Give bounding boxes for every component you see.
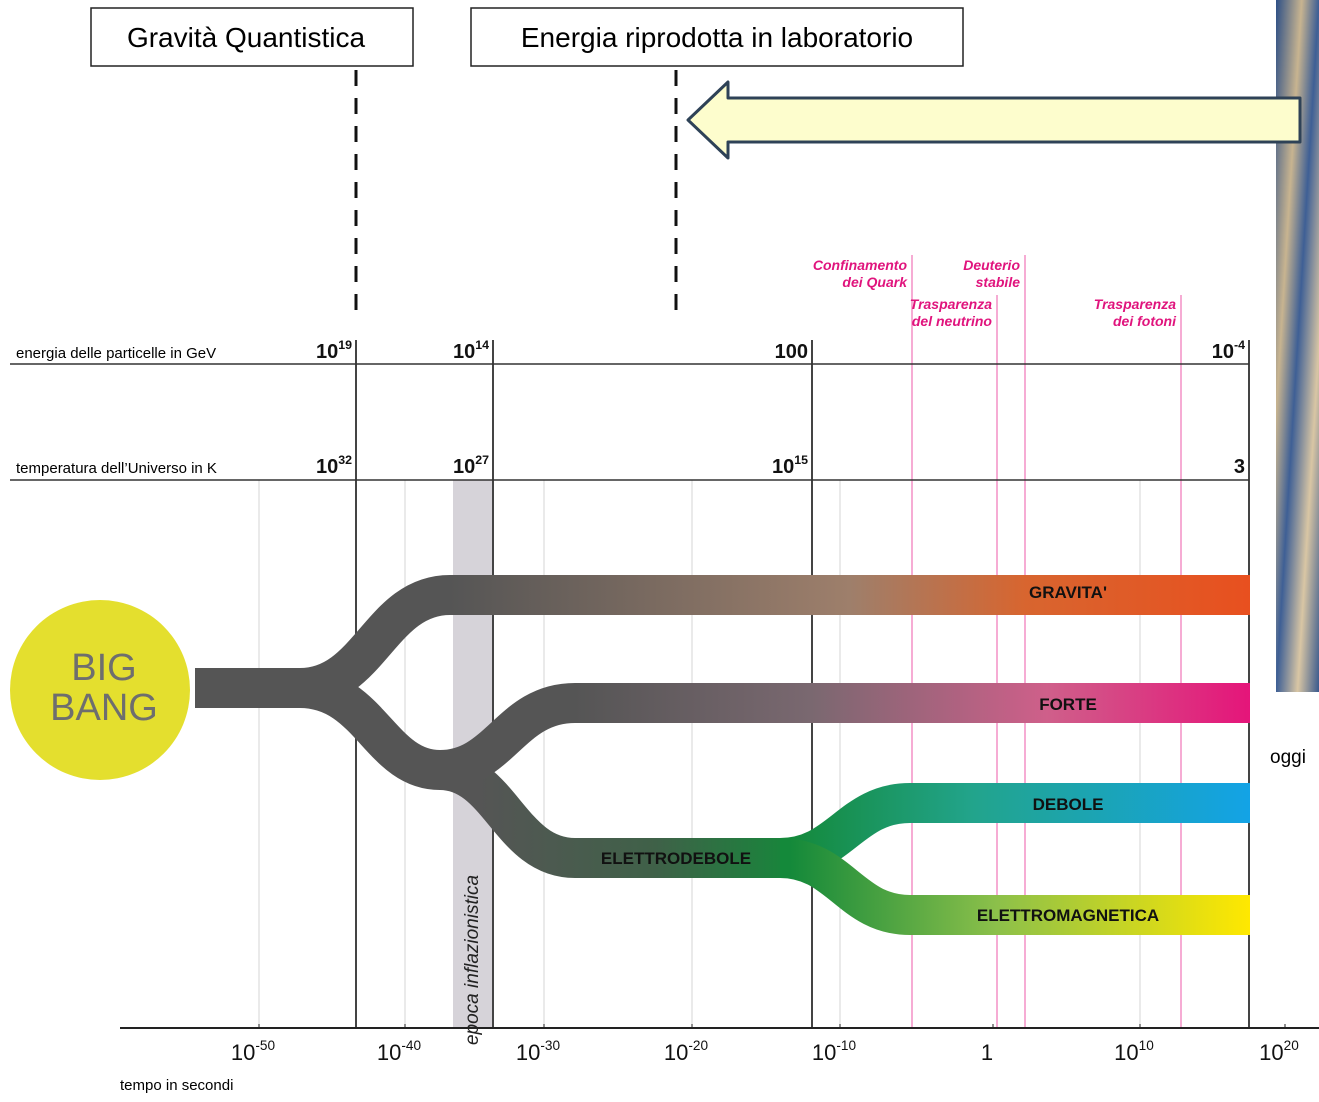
event-label: Confinamento (813, 257, 908, 273)
tick-base: 10 (453, 341, 475, 363)
tick-exponent: -10 (836, 1038, 856, 1053)
big-bang-label: BIG (71, 647, 136, 689)
tick-exponent: -30 (540, 1038, 560, 1053)
tick-base: 10 (1259, 1040, 1283, 1065)
axis-label: tempo in secondi (120, 1077, 233, 1094)
force-label: FORTE (1039, 695, 1097, 714)
tick-exponent: 19 (338, 338, 352, 352)
tick-label: 1019 (316, 338, 352, 363)
tick-label: 1015 (772, 453, 808, 478)
tick-base: 10 (812, 1040, 836, 1065)
tick-exponent: 20 (1284, 1038, 1300, 1053)
tick-label: 1010 (1114, 1038, 1154, 1065)
tick-exponent: -4 (1234, 338, 1245, 352)
event-label: stabile (976, 274, 1021, 290)
tick-base: 10 (1114, 1040, 1138, 1065)
tick-exponent: 14 (475, 338, 489, 352)
tick-exponent: 10 (1139, 1038, 1155, 1053)
arrow (686, 80, 1302, 160)
tick-exponent: 32 (338, 453, 352, 467)
label-box (90, 7, 414, 67)
tick-label: 1032 (316, 453, 352, 478)
tick-label: 10-10 (812, 1038, 857, 1065)
band (438, 683, 1250, 790)
tick-exponent: -20 (688, 1038, 708, 1053)
tick-label: 10-50 (231, 1038, 276, 1065)
tick-base: 3 (1234, 456, 1245, 478)
tick-base: 1 (981, 1040, 993, 1065)
tick-base: 10 (664, 1040, 688, 1065)
tick-label: 1014 (453, 338, 489, 363)
event-label: dei Quark (842, 274, 908, 290)
tick-base: 100 (775, 341, 808, 363)
inflation-label: epoca inflazionistica (462, 875, 483, 1045)
tick-base: 10 (316, 456, 338, 478)
big-bang-label: BANG (50, 687, 158, 729)
force-label: GRAVITA' (1029, 583, 1107, 602)
tick-base: 10 (316, 341, 338, 363)
tick-label: 10-40 (377, 1038, 422, 1065)
tick-base: 10 (453, 456, 475, 478)
tick-label: 100 (775, 341, 808, 363)
tick-exponent: 15 (794, 453, 808, 467)
force-label: DEBOLE (1033, 795, 1104, 814)
force-label: ELETTRODEBOLE (601, 849, 751, 868)
event-label: Trasparenza (1094, 296, 1176, 312)
scale-label: temperatura dell’Universo in K (16, 460, 217, 477)
today-label: oggi (1270, 747, 1306, 768)
big-bang (10, 600, 190, 780)
label: Gravità Quantistica (127, 22, 366, 53)
tick-label: 1027 (453, 453, 489, 478)
tick-label: 1 (981, 1040, 993, 1065)
tick-exponent: -40 (401, 1038, 421, 1053)
tick-label: 1020 (1259, 1038, 1299, 1065)
tick-base: 10 (1212, 341, 1234, 363)
tick-exponent: -50 (255, 1038, 275, 1053)
tick-label: 10-20 (664, 1038, 709, 1065)
label-box (470, 7, 964, 67)
band (778, 838, 1250, 935)
tick-base: 10 (377, 1040, 401, 1065)
tick-base: 10 (516, 1040, 540, 1065)
tick-base: 10 (231, 1040, 255, 1065)
tick-exponent: 27 (475, 453, 489, 467)
event-label: Deuterio (963, 257, 1020, 273)
label: Energia riprodotta in laboratorio (521, 22, 913, 53)
event-label: Trasparenza (910, 296, 992, 312)
tick-label: 10-30 (516, 1038, 561, 1065)
tick-label: 10-4 (1212, 338, 1245, 363)
event-label: dei fotoni (1113, 313, 1177, 329)
force-label: ELETTROMAGNETICA (977, 906, 1159, 925)
band (778, 783, 1250, 878)
bands (195, 575, 1250, 935)
tick-base: 10 (772, 456, 794, 478)
event-label: del neutrino (912, 313, 993, 329)
band (195, 575, 1250, 708)
tick-label: 3 (1234, 456, 1245, 478)
scale-label: energia delle particelle in GeV (16, 345, 216, 362)
